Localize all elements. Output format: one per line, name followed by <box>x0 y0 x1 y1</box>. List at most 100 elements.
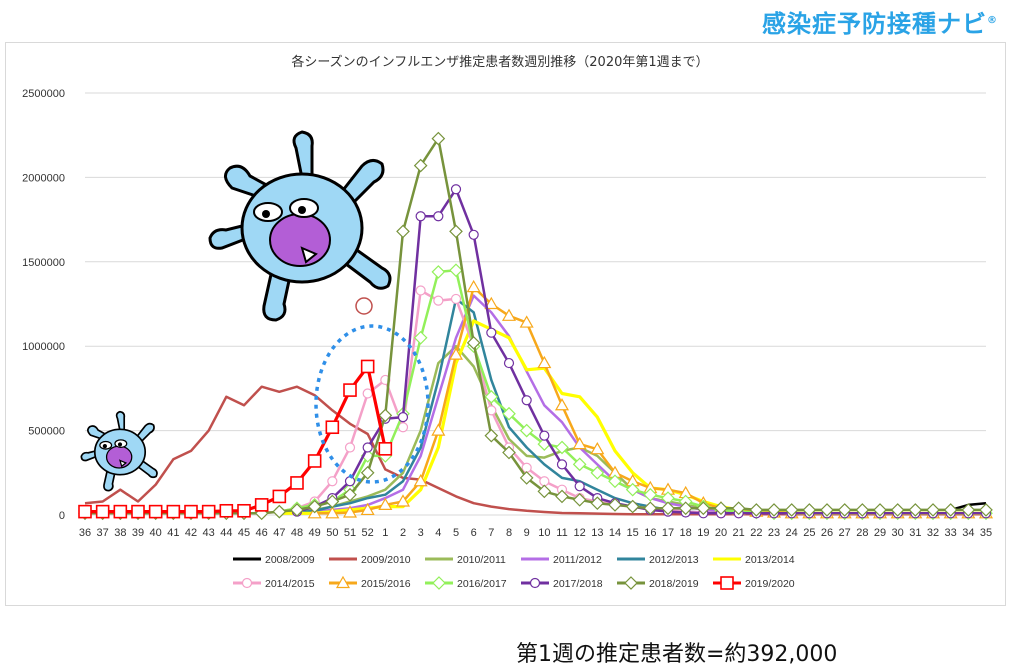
x-tick-label: 46 <box>256 527 268 539</box>
data-point <box>537 484 552 499</box>
x-tick-label: 37 <box>97 527 109 539</box>
chart: 各シーズンのインフルエンザ推定患者数週別推移（2020年第1週まで） 0 5000… <box>22 54 994 590</box>
x-tick-label: 24 <box>786 527 798 539</box>
data-point <box>290 503 304 517</box>
data-point <box>449 224 463 239</box>
data-point <box>820 503 834 517</box>
brand-logo-text: 感染症予防接種ナビ® <box>762 4 998 39</box>
data-point <box>501 308 517 321</box>
data-point <box>731 501 746 516</box>
data-point <box>413 158 428 173</box>
x-tick-label: 45 <box>238 527 250 539</box>
legend-item: 2011/2012 <box>521 554 602 566</box>
virus-mascot-small <box>80 410 158 492</box>
x-tick-label: 7 <box>488 527 494 539</box>
data-point <box>325 506 340 519</box>
x-tick-label: 32 <box>927 527 939 539</box>
data-point <box>678 501 693 516</box>
x-tick-label: 49 <box>309 527 321 539</box>
data-point <box>521 462 532 473</box>
data-point <box>554 398 570 411</box>
data-point <box>362 442 373 453</box>
x-tick-label: 11 <box>556 527 567 539</box>
data-point <box>468 229 479 240</box>
data-point <box>486 327 497 338</box>
data-point <box>344 476 356 487</box>
data-point <box>572 436 587 450</box>
x-tick-label: 39 <box>132 527 144 539</box>
data-point <box>307 454 322 468</box>
data-point <box>344 442 356 453</box>
data-point <box>714 501 728 516</box>
series-2017/2018 <box>291 184 992 519</box>
data-point <box>431 131 446 146</box>
data-point <box>325 420 340 435</box>
legend-label: 2015/2016 <box>361 578 411 590</box>
data-point <box>431 265 446 279</box>
data-point <box>78 504 92 519</box>
x-tick-label: 19 <box>697 527 709 539</box>
data-point <box>555 440 569 455</box>
data-point <box>343 487 357 502</box>
legend-item: 2016/2017 <box>425 576 507 590</box>
registered-mark: ® <box>987 15 998 26</box>
x-tick-label: 31 <box>909 527 921 539</box>
data-point <box>184 504 198 519</box>
data-point <box>503 357 515 369</box>
data-point <box>837 503 852 517</box>
data-point <box>519 423 534 438</box>
data-point <box>325 494 340 509</box>
data-point <box>556 459 568 470</box>
data-point <box>643 487 658 502</box>
data-point <box>979 503 993 517</box>
data-point <box>360 359 375 374</box>
legend-label: 2014/2015 <box>265 578 315 590</box>
legend-item: 2009/2010 <box>329 554 411 566</box>
legend: 2008/2009 2009/2010 2010/2011 2011/2012 2012… <box>233 554 795 590</box>
data-point <box>466 279 481 293</box>
legend-label: 2017/2018 <box>553 578 603 590</box>
data-point <box>343 383 357 397</box>
x-tick-label: 8 <box>506 527 512 539</box>
data-point <box>272 489 287 504</box>
data-point <box>237 503 251 518</box>
data-point <box>802 503 817 517</box>
y-tick-label: 1500000 <box>22 257 65 269</box>
data-point <box>537 355 552 369</box>
data-point <box>378 408 393 423</box>
data-point <box>342 505 358 518</box>
legend-label: 2019/2020 <box>745 578 795 590</box>
data-point <box>590 441 605 455</box>
data-point <box>484 389 499 404</box>
x-tick-label: 22 <box>750 527 762 539</box>
x-tick-label: 41 <box>167 527 179 539</box>
legend-label: 2016/2017 <box>457 578 507 590</box>
data-point <box>362 388 373 399</box>
x-tick-label: 42 <box>185 527 197 539</box>
data-point <box>502 445 516 460</box>
x-tick-label: 21 <box>733 527 745 539</box>
data-point <box>131 504 145 519</box>
data-point <box>201 504 216 519</box>
x-tick-label: 25 <box>803 527 815 539</box>
x-tick-label: 35 <box>980 527 992 539</box>
x-tick-label: 4 <box>435 527 441 539</box>
legend-item: 2012/2013 <box>617 554 699 566</box>
data-point <box>241 577 253 589</box>
y-tick-label: 2500000 <box>22 88 65 100</box>
x-tick-label: 51 <box>344 527 356 539</box>
data-point <box>450 184 462 195</box>
legend-item: 2008/2009 <box>233 554 315 566</box>
x-tick-label: 14 <box>609 527 621 539</box>
data-point <box>539 476 550 487</box>
chart-title: 各シーズンのインフルエンザ推定患者数週別推移（2020年第1週まで） <box>291 54 708 70</box>
data-point <box>519 315 534 328</box>
x-tick-label: 50 <box>326 527 338 539</box>
x-tick-label: 12 <box>574 527 586 539</box>
x-tick-label: 10 <box>538 527 550 539</box>
series-line <box>296 187 986 515</box>
highlight-ellipse <box>314 324 430 484</box>
x-tick-label: 30 <box>892 527 904 539</box>
x-tick-label: 9 <box>524 527 530 539</box>
data-point <box>378 497 393 510</box>
